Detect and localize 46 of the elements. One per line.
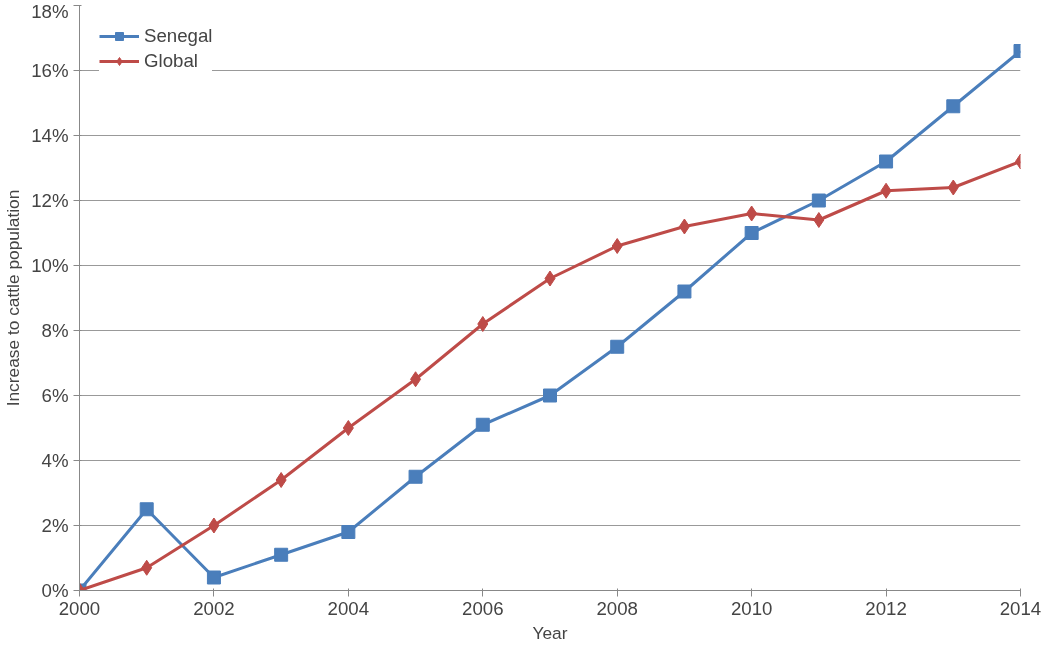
y-tick-label: 4% xyxy=(41,450,69,471)
y-tick-label: 16% xyxy=(31,60,69,81)
point xyxy=(811,193,826,208)
y-tick-label: 6% xyxy=(41,385,69,406)
point xyxy=(543,388,557,403)
point xyxy=(879,154,894,169)
point xyxy=(342,420,354,436)
point xyxy=(813,212,825,228)
x-tick-label: 2010 xyxy=(730,597,773,619)
point xyxy=(880,182,892,199)
y-tick-label: 14% xyxy=(31,125,69,146)
point xyxy=(477,316,489,332)
point xyxy=(206,570,221,585)
y-tick-label: 10% xyxy=(31,255,69,276)
x-tick-label: 2012 xyxy=(865,597,907,619)
y-tick-label: 2% xyxy=(41,515,69,536)
y-tick-label: 8% xyxy=(41,320,69,341)
point xyxy=(410,371,422,388)
x-tick-label: 2006 xyxy=(462,597,504,619)
point xyxy=(139,502,154,517)
point xyxy=(611,238,623,254)
point xyxy=(946,99,961,114)
point xyxy=(544,270,556,287)
y-axis-title: Increase to cattle population xyxy=(3,189,24,407)
point xyxy=(677,284,692,299)
point xyxy=(141,559,153,576)
point xyxy=(341,525,356,539)
point xyxy=(208,517,220,534)
x-tick-label: 2002 xyxy=(193,597,235,619)
point xyxy=(947,179,959,196)
point xyxy=(678,218,690,235)
legend-label: Global xyxy=(144,50,198,72)
x-axis-title: Year xyxy=(532,622,568,643)
y-tick-label: 18% xyxy=(31,0,69,22)
point xyxy=(744,226,759,240)
x-tick-label: 2014 xyxy=(999,597,1042,619)
point xyxy=(746,205,758,222)
point xyxy=(408,469,423,484)
y-tick-label: 12% xyxy=(31,190,69,211)
point xyxy=(274,547,289,562)
point xyxy=(610,339,625,354)
x-tick-label: 2008 xyxy=(596,597,638,619)
x-tick-label: 2004 xyxy=(327,597,370,619)
point xyxy=(275,472,287,488)
point xyxy=(475,417,490,432)
legend-label: Senegal xyxy=(144,25,213,47)
